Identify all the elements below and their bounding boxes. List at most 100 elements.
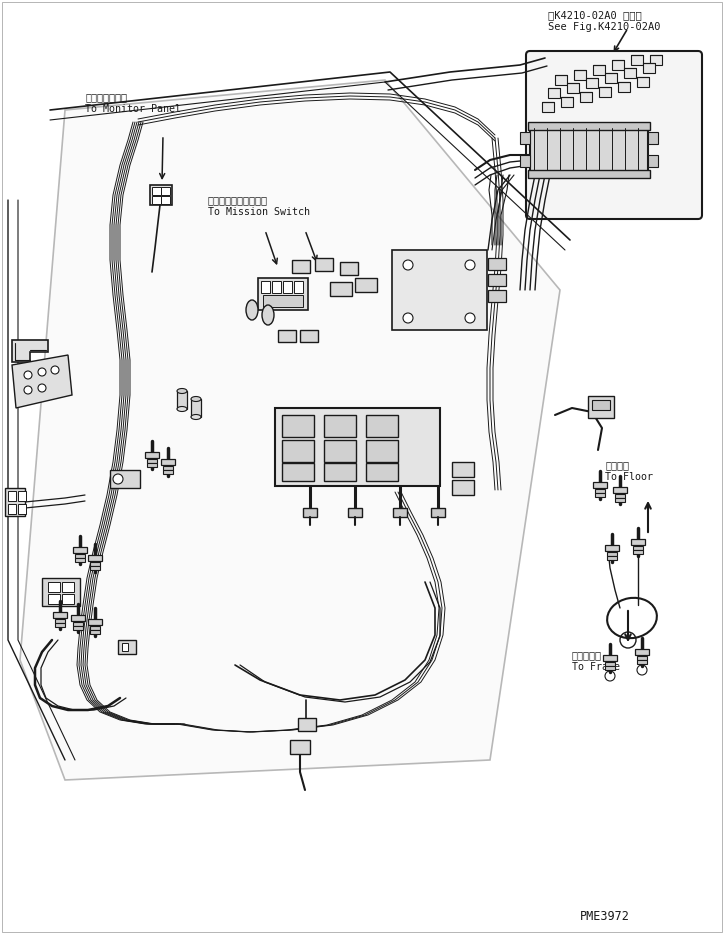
- Ellipse shape: [177, 389, 187, 393]
- Bar: [324, 415, 356, 437]
- Bar: [542, 102, 554, 112]
- Bar: [603, 655, 617, 661]
- Text: モニタパネルへ: モニタパネルへ: [85, 92, 127, 102]
- Bar: [90, 630, 100, 634]
- Bar: [615, 498, 625, 502]
- Bar: [650, 55, 662, 65]
- Bar: [71, 615, 85, 621]
- Bar: [605, 545, 619, 551]
- Text: See Fig.K4210-02A0: See Fig.K4210-02A0: [548, 22, 660, 32]
- Text: フレームへ: フレームへ: [572, 650, 602, 660]
- Bar: [613, 487, 627, 493]
- Bar: [258, 278, 308, 310]
- Bar: [330, 282, 352, 296]
- Circle shape: [51, 366, 59, 374]
- Bar: [633, 546, 643, 550]
- Bar: [292, 260, 310, 273]
- Bar: [593, 482, 607, 488]
- Bar: [163, 470, 173, 474]
- Bar: [580, 92, 592, 102]
- Ellipse shape: [262, 305, 274, 325]
- Bar: [8, 491, 16, 501]
- Bar: [348, 508, 362, 517]
- Text: 第K4210-02A0 図参照: 第K4210-02A0 図参照: [548, 10, 641, 20]
- Bar: [355, 278, 377, 292]
- Bar: [75, 554, 85, 558]
- Ellipse shape: [191, 397, 201, 402]
- Bar: [637, 656, 647, 660]
- Bar: [90, 626, 100, 630]
- Bar: [272, 281, 281, 293]
- Bar: [618, 82, 630, 92]
- Bar: [340, 262, 358, 275]
- Bar: [595, 489, 605, 493]
- Circle shape: [465, 313, 475, 323]
- Bar: [18, 491, 26, 501]
- Polygon shape: [20, 80, 560, 780]
- Bar: [282, 415, 314, 437]
- Circle shape: [403, 313, 413, 323]
- Ellipse shape: [177, 406, 187, 412]
- Bar: [324, 463, 356, 481]
- Bar: [191, 399, 201, 417]
- Bar: [90, 566, 100, 570]
- Bar: [177, 391, 187, 409]
- Bar: [605, 73, 617, 83]
- Ellipse shape: [246, 300, 258, 320]
- Bar: [520, 132, 530, 144]
- Bar: [88, 619, 102, 625]
- Bar: [607, 556, 617, 560]
- Bar: [161, 459, 175, 465]
- Bar: [586, 78, 598, 88]
- Bar: [635, 649, 649, 655]
- Bar: [366, 415, 398, 437]
- Bar: [278, 330, 296, 342]
- Polygon shape: [12, 340, 48, 362]
- Bar: [152, 187, 161, 195]
- Bar: [324, 440, 356, 462]
- Bar: [593, 65, 605, 76]
- Text: To Mission Switch: To Mission Switch: [208, 207, 310, 217]
- Circle shape: [113, 474, 123, 484]
- Bar: [275, 408, 440, 486]
- Bar: [303, 508, 317, 517]
- Bar: [73, 622, 83, 626]
- Bar: [145, 452, 159, 458]
- Bar: [5, 488, 25, 516]
- Bar: [161, 196, 170, 204]
- Text: フロアへ: フロアへ: [605, 460, 629, 470]
- Circle shape: [38, 384, 46, 392]
- Bar: [452, 480, 474, 495]
- Bar: [588, 396, 614, 418]
- Bar: [392, 250, 487, 330]
- Bar: [612, 60, 624, 70]
- Bar: [48, 582, 60, 592]
- Bar: [75, 558, 85, 562]
- Bar: [633, 550, 643, 554]
- FancyBboxPatch shape: [526, 51, 702, 219]
- Bar: [574, 70, 586, 80]
- Bar: [595, 493, 605, 497]
- Bar: [607, 552, 617, 556]
- Bar: [599, 87, 611, 97]
- Bar: [605, 666, 615, 670]
- Bar: [431, 508, 445, 517]
- Text: ミッションスイッチへ: ミッションスイッチへ: [208, 195, 268, 205]
- Text: To Floor: To Floor: [605, 472, 653, 482]
- Bar: [452, 462, 474, 477]
- Bar: [147, 459, 157, 463]
- Bar: [520, 155, 530, 167]
- Bar: [161, 187, 170, 195]
- Bar: [315, 258, 333, 271]
- Bar: [528, 170, 650, 178]
- Bar: [261, 281, 270, 293]
- Bar: [55, 619, 65, 623]
- Bar: [282, 440, 314, 462]
- Bar: [366, 440, 398, 462]
- Bar: [90, 562, 100, 566]
- Bar: [62, 594, 74, 604]
- Bar: [152, 196, 161, 204]
- Bar: [528, 122, 650, 130]
- Bar: [393, 508, 407, 517]
- Bar: [147, 463, 157, 467]
